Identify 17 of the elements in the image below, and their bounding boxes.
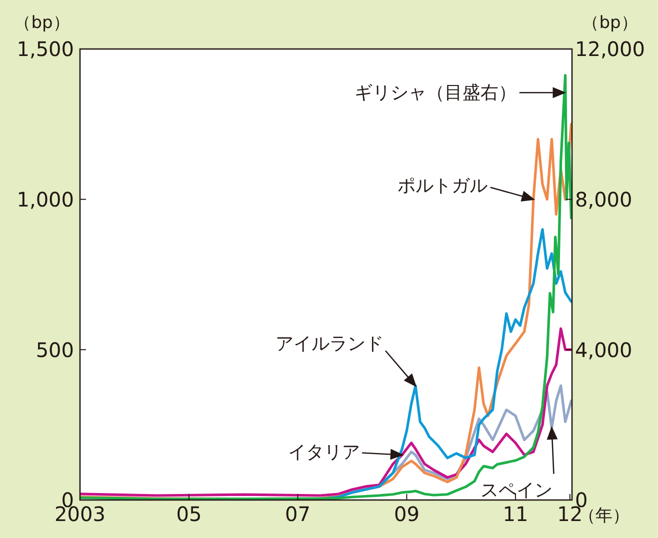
- annotation: ポルトガル: [397, 175, 488, 196]
- y2-axis-title: （bp）: [582, 13, 638, 33]
- y2-tick-label: 12,000: [575, 37, 645, 62]
- y2-tick-label: 4,000: [575, 338, 632, 362]
- x-tick-label: 11: [502, 502, 528, 526]
- x-tick-label: 07: [285, 502, 310, 526]
- x-tick-label: 05: [176, 502, 202, 526]
- y2-tick-label: 8,000: [575, 188, 632, 212]
- y-axis-title: （bp）: [14, 13, 70, 33]
- annotation: ギリシャ（目盛右）: [354, 82, 516, 104]
- annotation: アイルランド: [276, 334, 384, 355]
- x-tick-label: 09: [394, 502, 420, 526]
- y-tick-label: 1,500: [16, 37, 74, 62]
- annotation: イタリア: [288, 442, 360, 463]
- annotation: スペイン: [480, 480, 553, 501]
- y-tick-label: 500: [36, 338, 74, 362]
- y-tick-label: 1,000: [16, 188, 74, 212]
